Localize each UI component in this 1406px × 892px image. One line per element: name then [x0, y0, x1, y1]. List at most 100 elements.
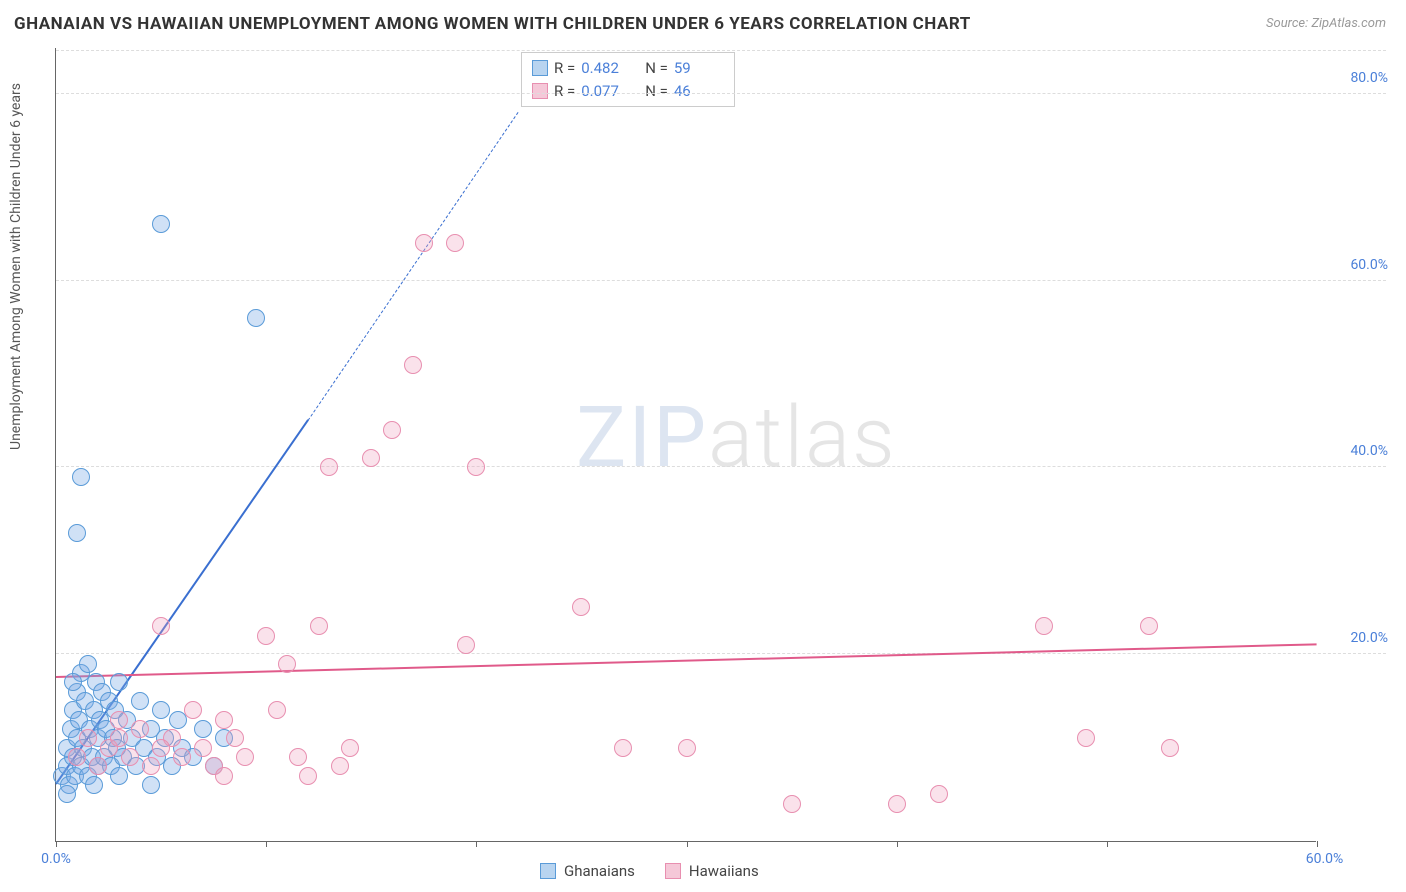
data-point: [362, 449, 380, 467]
stats-row: R =0.077N =46: [532, 80, 724, 103]
gridline: [56, 466, 1386, 467]
stats-row: R = 0.482 N = 59: [532, 57, 724, 80]
legend-swatch: [665, 863, 681, 879]
trend-line-extrapolation: [308, 112, 519, 421]
data-point: [268, 701, 286, 719]
data-point: [247, 309, 265, 327]
data-point: [1035, 617, 1053, 635]
data-point: [110, 729, 128, 747]
data-point: [341, 739, 359, 757]
source-link[interactable]: ZipAtlas.com: [1311, 16, 1386, 31]
stat-R-value: 0.482: [581, 57, 631, 80]
gridline: [56, 93, 1386, 94]
x-tick: [56, 841, 57, 847]
data-point: [68, 748, 86, 766]
data-point: [299, 767, 317, 785]
data-point: [110, 673, 128, 691]
watermark-bold: ZIP: [576, 388, 708, 487]
series-swatch: [532, 83, 548, 99]
data-point: [415, 234, 433, 252]
data-point: [131, 692, 149, 710]
data-point: [152, 617, 170, 635]
legend-swatch: [540, 863, 556, 879]
data-point: [457, 636, 475, 654]
data-point: [226, 729, 244, 747]
data-point: [289, 748, 307, 766]
stat-N-label: N =: [645, 57, 668, 80]
x-tick: [687, 841, 688, 847]
data-point: [79, 729, 97, 747]
x-tick: [1107, 841, 1108, 847]
data-point: [194, 739, 212, 757]
x-tick: [1317, 841, 1318, 847]
data-point: [152, 739, 170, 757]
x-tick-label: 60.0%: [1306, 851, 1344, 867]
chart-title: GHANAIAN VS HAWAIIAN UNEMPLOYMENT AMONG …: [14, 14, 971, 34]
data-point: [215, 767, 233, 785]
source-attribution: Source: ZipAtlas.com: [1266, 16, 1386, 31]
data-point: [678, 739, 696, 757]
data-point: [215, 711, 233, 729]
series-swatch: [532, 60, 548, 76]
y-axis-label: Unemployment Among Women with Children U…: [8, 83, 24, 450]
data-point: [1140, 617, 1158, 635]
legend-item: Ghanaians: [540, 862, 635, 880]
data-point: [152, 215, 170, 233]
data-point: [184, 701, 202, 719]
plot-area: ZIPatlas R =0.482N =59R =0.077N =46 20.0…: [55, 48, 1316, 842]
data-point: [142, 776, 160, 794]
watermark-thin: atlas: [708, 388, 897, 487]
legend-label: Hawaiians: [689, 862, 759, 880]
data-point: [383, 421, 401, 439]
data-point: [572, 598, 590, 616]
data-point: [110, 767, 128, 785]
data-point: [446, 234, 464, 252]
data-point: [614, 739, 632, 757]
data-point: [1161, 739, 1179, 757]
x-tick-label: 0.0%: [41, 851, 71, 867]
data-point: [173, 748, 191, 766]
data-point: [142, 757, 160, 775]
data-point: [194, 720, 212, 738]
data-point: [257, 627, 275, 645]
data-point: [79, 655, 97, 673]
data-point: [783, 795, 801, 813]
data-point: [888, 795, 906, 813]
stat-N-label: N =: [645, 80, 668, 103]
y-tick-label: 40.0%: [1350, 443, 1388, 459]
gridline: [56, 653, 1386, 654]
trend-line: [56, 643, 1317, 678]
y-tick-label: 20.0%: [1350, 630, 1388, 646]
data-point: [64, 673, 82, 691]
x-tick: [897, 841, 898, 847]
data-point: [68, 524, 86, 542]
gridline: [56, 50, 1386, 51]
data-point: [152, 701, 170, 719]
x-tick: [476, 841, 477, 847]
data-point: [131, 720, 149, 738]
legend-item: Hawaiians: [665, 862, 759, 880]
stat-N-value: 46: [674, 80, 724, 103]
stat-N-value: 59: [674, 57, 724, 80]
data-point: [467, 458, 485, 476]
stat-R-label: R =: [554, 57, 575, 80]
data-point: [89, 757, 107, 775]
data-point: [930, 785, 948, 803]
data-point: [1077, 729, 1095, 747]
stat-R-value: 0.077: [581, 80, 631, 103]
data-point: [278, 655, 296, 673]
data-point: [110, 711, 128, 729]
source-prefix: Source:: [1266, 16, 1311, 31]
x-tick: [266, 841, 267, 847]
data-point: [58, 785, 76, 803]
data-point: [404, 356, 422, 374]
data-point: [236, 748, 254, 766]
data-point: [85, 776, 103, 794]
y-tick-label: 60.0%: [1350, 257, 1388, 273]
gridline: [56, 280, 1386, 281]
legend-label: Ghanaians: [564, 862, 635, 880]
data-point: [121, 748, 139, 766]
watermark: ZIPatlas: [576, 388, 897, 487]
series-legend: Ghanaians Hawaiians: [540, 862, 759, 880]
stats-legend-box: R = 0.482 N = 59R = 0.077 N = 46: [521, 52, 735, 107]
